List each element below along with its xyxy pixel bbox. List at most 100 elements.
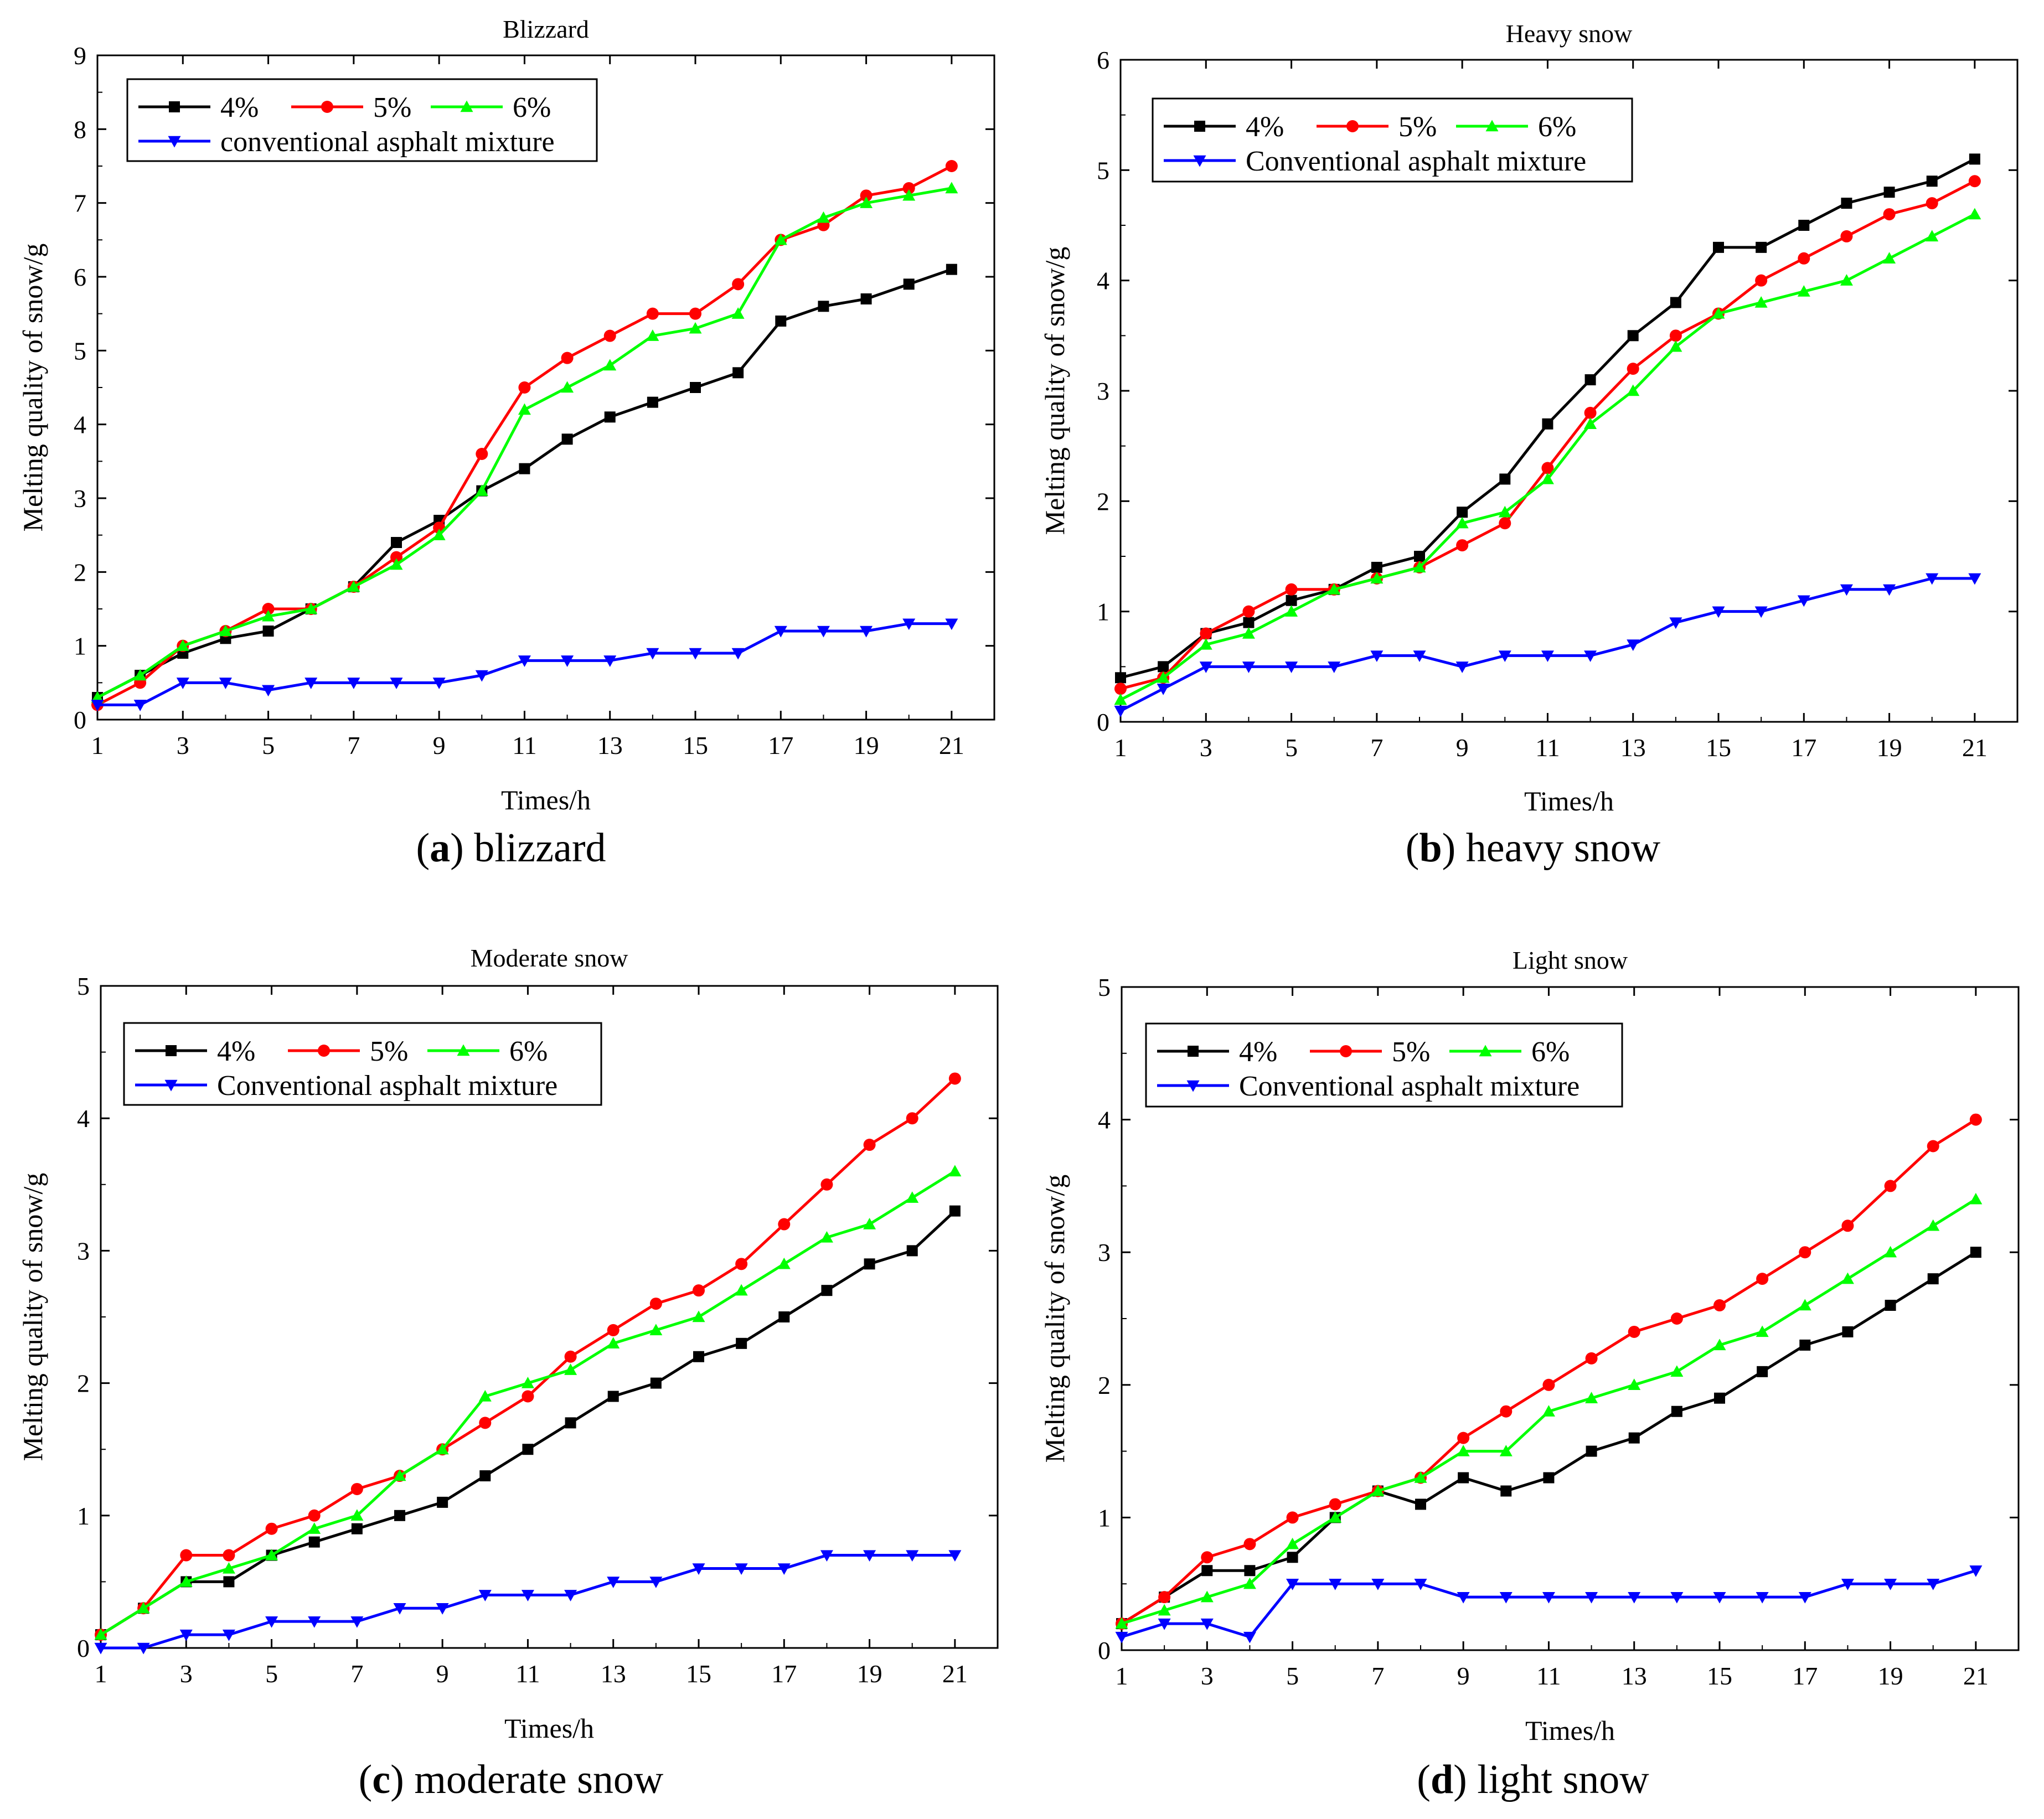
legend-label: conventional asphalt mixture xyxy=(220,126,555,158)
data-point xyxy=(1286,1579,1299,1590)
data-point xyxy=(479,1417,492,1429)
data-point xyxy=(561,352,574,364)
data-point xyxy=(519,463,530,474)
data-point xyxy=(1799,1339,1811,1351)
data-point xyxy=(179,1629,193,1641)
data-point xyxy=(522,1390,534,1403)
data-point xyxy=(864,1258,875,1270)
data-point xyxy=(522,1444,534,1455)
data-point xyxy=(1670,1365,1684,1377)
y-tick-label: 1 xyxy=(1098,1503,1111,1532)
data-point xyxy=(350,1616,364,1628)
x-tick-label: 17 xyxy=(1791,733,1816,762)
data-point xyxy=(1670,1312,1683,1325)
data-point xyxy=(1201,1565,1213,1577)
x-tick-label: 19 xyxy=(1878,1662,1903,1690)
legend-label: Conventional asphalt mixture xyxy=(1239,1071,1580,1102)
data-point xyxy=(1628,1591,1641,1604)
caption-a: (a) blizzard xyxy=(416,825,606,871)
y-tick-label: 1 xyxy=(1097,598,1109,626)
data-point xyxy=(902,618,916,631)
data-point xyxy=(1754,296,1768,308)
data-point xyxy=(390,678,403,689)
data-point xyxy=(521,1377,534,1388)
data-point xyxy=(1455,662,1469,673)
data-point xyxy=(1628,1432,1640,1444)
data-point xyxy=(94,1628,107,1640)
data-point xyxy=(735,1284,748,1296)
data-point xyxy=(1414,1471,1427,1483)
x-axis-label: Times/h xyxy=(1524,786,1614,817)
data-point xyxy=(863,1218,876,1229)
data-point xyxy=(689,307,701,320)
legend-label: 4% xyxy=(1246,111,1284,143)
data-point xyxy=(1286,1537,1299,1549)
data-point xyxy=(1584,417,1597,429)
data-point xyxy=(1883,584,1896,596)
data-point xyxy=(906,1245,918,1257)
data-point xyxy=(775,316,787,327)
y-tick-label: 2 xyxy=(77,1370,90,1398)
legend-marker xyxy=(318,1045,330,1057)
data-point xyxy=(817,211,830,223)
data-point xyxy=(1584,406,1597,419)
data-point xyxy=(732,367,744,379)
data-point xyxy=(304,678,318,689)
data-point xyxy=(607,1337,620,1349)
data-point xyxy=(1285,583,1298,596)
data-point xyxy=(1455,516,1469,529)
legend-marker xyxy=(1193,155,1206,167)
data-point xyxy=(176,639,189,651)
data-point xyxy=(1458,1472,1469,1484)
data-point xyxy=(1242,627,1255,639)
data-point xyxy=(476,448,488,460)
data-point xyxy=(1498,505,1511,518)
data-point xyxy=(176,678,189,689)
x-tick-label: 9 xyxy=(1457,1662,1470,1690)
data-point xyxy=(1670,1591,1684,1604)
legend-marker xyxy=(168,136,181,148)
data-point xyxy=(948,1550,962,1562)
x-tick-label: 9 xyxy=(433,731,446,759)
chart-panel-d: Light snow 1 3 5 7 9 11 13 15 17 19 21 0 1 2 3 4 5 Times/h… xyxy=(1022,910,2044,1819)
data-point xyxy=(1713,1299,1726,1312)
legend-marker xyxy=(1479,1045,1492,1057)
data-point xyxy=(180,1549,193,1562)
data-point xyxy=(561,655,574,667)
data-point xyxy=(778,1218,791,1231)
data-point xyxy=(262,685,275,697)
data-point xyxy=(1713,1339,1726,1351)
data-point xyxy=(1414,1579,1427,1590)
data-point xyxy=(561,381,574,393)
x-tick-label: 1 xyxy=(95,1660,107,1688)
data-point xyxy=(1969,1192,1983,1205)
data-point xyxy=(1840,274,1853,286)
data-point xyxy=(223,1549,235,1562)
x-tick-label: 11 xyxy=(515,1660,540,1688)
x-tick-label: 13 xyxy=(1620,733,1646,762)
data-point xyxy=(860,189,873,202)
data-point xyxy=(735,1258,748,1270)
x-tick-label: 7 xyxy=(1370,733,1383,762)
data-point xyxy=(1757,1366,1768,1377)
x-tick-label: 17 xyxy=(771,1660,797,1688)
data-point xyxy=(778,1311,790,1322)
caption-text: light snow xyxy=(1467,1757,1649,1802)
legend-marker xyxy=(169,101,180,112)
y-tick-label: 2 xyxy=(74,558,86,586)
legend-box xyxy=(1145,1022,1623,1108)
data-point xyxy=(1884,1246,1897,1258)
data-point xyxy=(1158,1591,1171,1604)
data-point xyxy=(603,655,617,667)
data-point xyxy=(1756,1273,1769,1285)
legend-label: 6% xyxy=(513,92,551,123)
data-point xyxy=(1370,572,1384,584)
data-point xyxy=(1927,1140,1939,1153)
legend-marker xyxy=(1340,1045,1352,1057)
data-point xyxy=(1714,1392,1725,1404)
data-point xyxy=(1969,1113,1982,1126)
x-tick-label: 15 xyxy=(686,1660,711,1688)
x-tick-label: 3 xyxy=(180,1660,193,1688)
